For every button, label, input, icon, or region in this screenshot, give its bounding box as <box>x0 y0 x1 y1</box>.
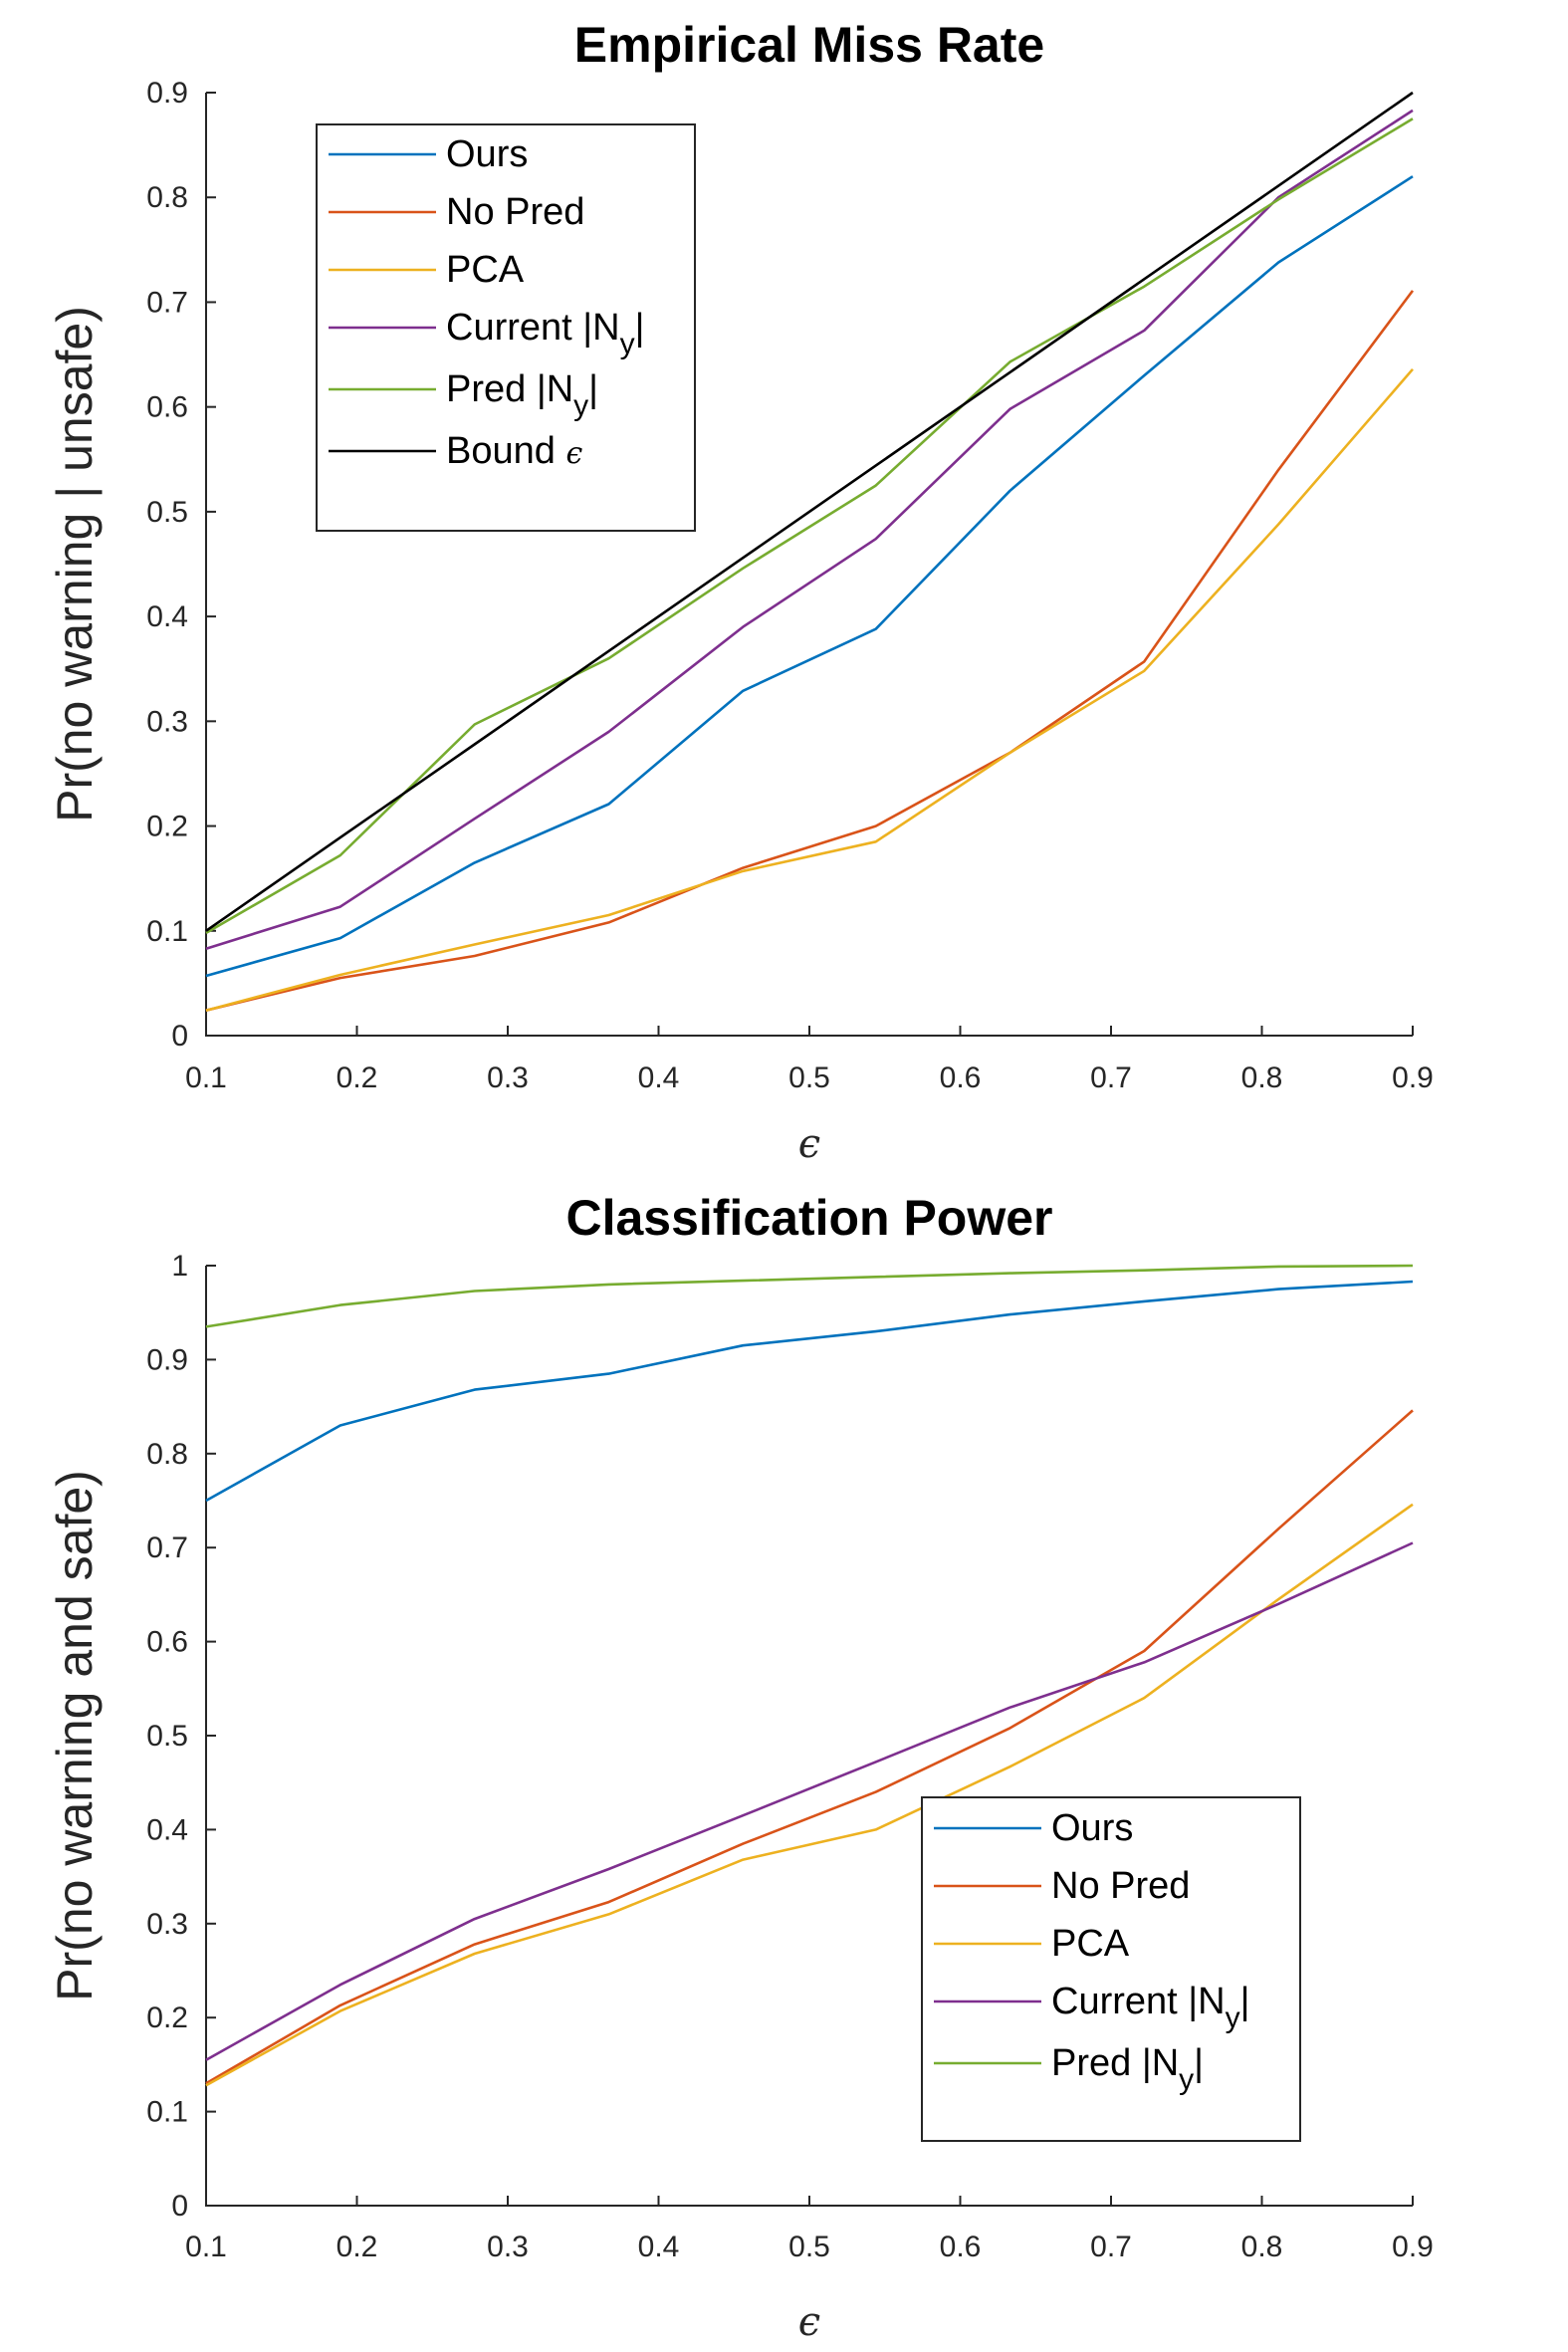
y-tick-label: 0 <box>171 1020 188 1053</box>
legend: Ours No Pred PCA Current |Ny| Pred |Ny| Bound… <box>316 123 696 532</box>
x-tick-label: 0.9 <box>1392 1061 1434 1094</box>
y-tick-label: 0.1 <box>146 2096 188 2129</box>
y-tick-label: 0.9 <box>146 77 188 110</box>
y-tick-label: 0.5 <box>146 1720 188 1753</box>
x-tick-label: 0.5 <box>788 1061 830 1094</box>
legend-label: Current |Ny| <box>446 307 644 360</box>
y-tick-label: 0.9 <box>146 1343 188 1376</box>
legend-label: Ours <box>1051 1807 1133 1849</box>
legend-label: PCA <box>1051 1923 1130 1965</box>
y-tick-label: 1 <box>171 1250 188 1283</box>
y-axis-label: Pr(no warning | unsafe) <box>47 306 103 823</box>
y-tick-label: 0.5 <box>146 496 188 529</box>
y-tick-label: 0.2 <box>146 811 188 843</box>
x-tick-label: 0.7 <box>1090 2231 1132 2263</box>
x-tick-label: 0.8 <box>1241 1061 1283 1094</box>
x-axis-label: ϵ <box>798 2299 820 2345</box>
legend-label: No Pred <box>446 191 584 233</box>
legend: Ours No Pred PCA Current |Ny| Pred |Ny| <box>921 1796 1301 2142</box>
legend-box <box>921 1796 1301 2142</box>
y-tick-label: 0.4 <box>146 1813 188 1846</box>
series-line-no-pred <box>205 1409 1414 2085</box>
series-line-bound <box>205 91 1414 932</box>
x-axis-label: ϵ <box>798 1121 820 1167</box>
legend-label: Pred |Ny| <box>446 368 598 422</box>
series-line-no-pred <box>205 290 1415 1012</box>
x-tick-label: 0.1 <box>185 1061 227 1094</box>
x-tick-label: 0.4 <box>638 2231 680 2263</box>
x-tick-label: 0.7 <box>1090 1061 1132 1094</box>
legend-label: Pred |Ny| <box>1051 2042 1204 2096</box>
y-tick-label: 0.6 <box>146 391 188 424</box>
y-tick-label: 0.6 <box>146 1626 188 1659</box>
x-tick-label: 0.3 <box>487 2231 529 2263</box>
y-tick-label: 0.3 <box>146 1908 188 1941</box>
chart-2: Classification Power 0.1 0.2 0.3 0.4 0.5 0.6 0.… <box>47 1190 1434 2345</box>
series-line-ours <box>205 1280 1414 1503</box>
y-tick-label: 0.8 <box>146 181 188 214</box>
x-tick-label: 0.3 <box>487 1061 529 1094</box>
y-axis-label: Pr(no warning and safe) <box>47 1470 103 2001</box>
series-line-ours <box>205 175 1414 978</box>
y-tick-label: 0 <box>171 2190 188 2223</box>
x-tick-label: 0.8 <box>1241 2231 1283 2263</box>
x-tick-label: 0.4 <box>638 1061 680 1094</box>
legend-label: Current |Ny| <box>1051 1981 1249 2034</box>
series-line-pca <box>205 1503 1414 2087</box>
y-tick-label: 0.1 <box>146 915 188 948</box>
x-tick-label: 0.1 <box>185 2231 227 2263</box>
x-tick-label: 0.6 <box>940 2231 982 2263</box>
series-line-pca <box>205 367 1414 1012</box>
series-line-pred-ny <box>205 1264 1414 1328</box>
y-tick-label: 0.7 <box>146 286 188 319</box>
legend-label: No Pred <box>1051 1865 1190 1907</box>
x-tick-label: 0.2 <box>336 2231 378 2263</box>
x-tick-label: 0.6 <box>940 1061 982 1094</box>
legend-label: PCA <box>446 249 525 291</box>
y-tick-label: 0.2 <box>146 2001 188 2034</box>
y-tick-label: 0.8 <box>146 1438 188 1471</box>
y-tick-label: 0.3 <box>146 705 188 738</box>
chart-title: Empirical Miss Rate <box>574 17 1044 73</box>
legend-label: Ours <box>446 133 528 175</box>
y-tick-label: 0.4 <box>146 600 188 633</box>
chart-title: Classification Power <box>565 1190 1052 1246</box>
x-tick-label: 0.5 <box>788 2231 830 2263</box>
x-tick-label: 0.2 <box>336 1061 378 1094</box>
legend-label: Bound ϵ <box>446 430 582 472</box>
series-line-current-ny <box>205 109 1414 950</box>
chart-1: Empirical Miss Rate 0.1 0.2 0.3 0.4 0.5 0.6 0.7… <box>47 17 1434 1167</box>
series-line-current-ny <box>205 1541 1414 2061</box>
y-tick-label: 0.7 <box>146 1531 188 1564</box>
x-tick-label: 0.9 <box>1392 2231 1434 2263</box>
